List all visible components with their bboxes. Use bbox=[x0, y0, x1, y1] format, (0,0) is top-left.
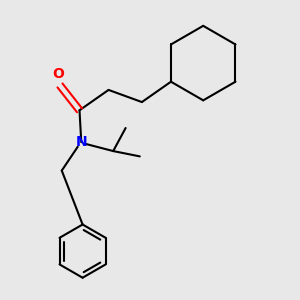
Text: O: O bbox=[52, 67, 64, 81]
Text: N: N bbox=[76, 135, 87, 149]
